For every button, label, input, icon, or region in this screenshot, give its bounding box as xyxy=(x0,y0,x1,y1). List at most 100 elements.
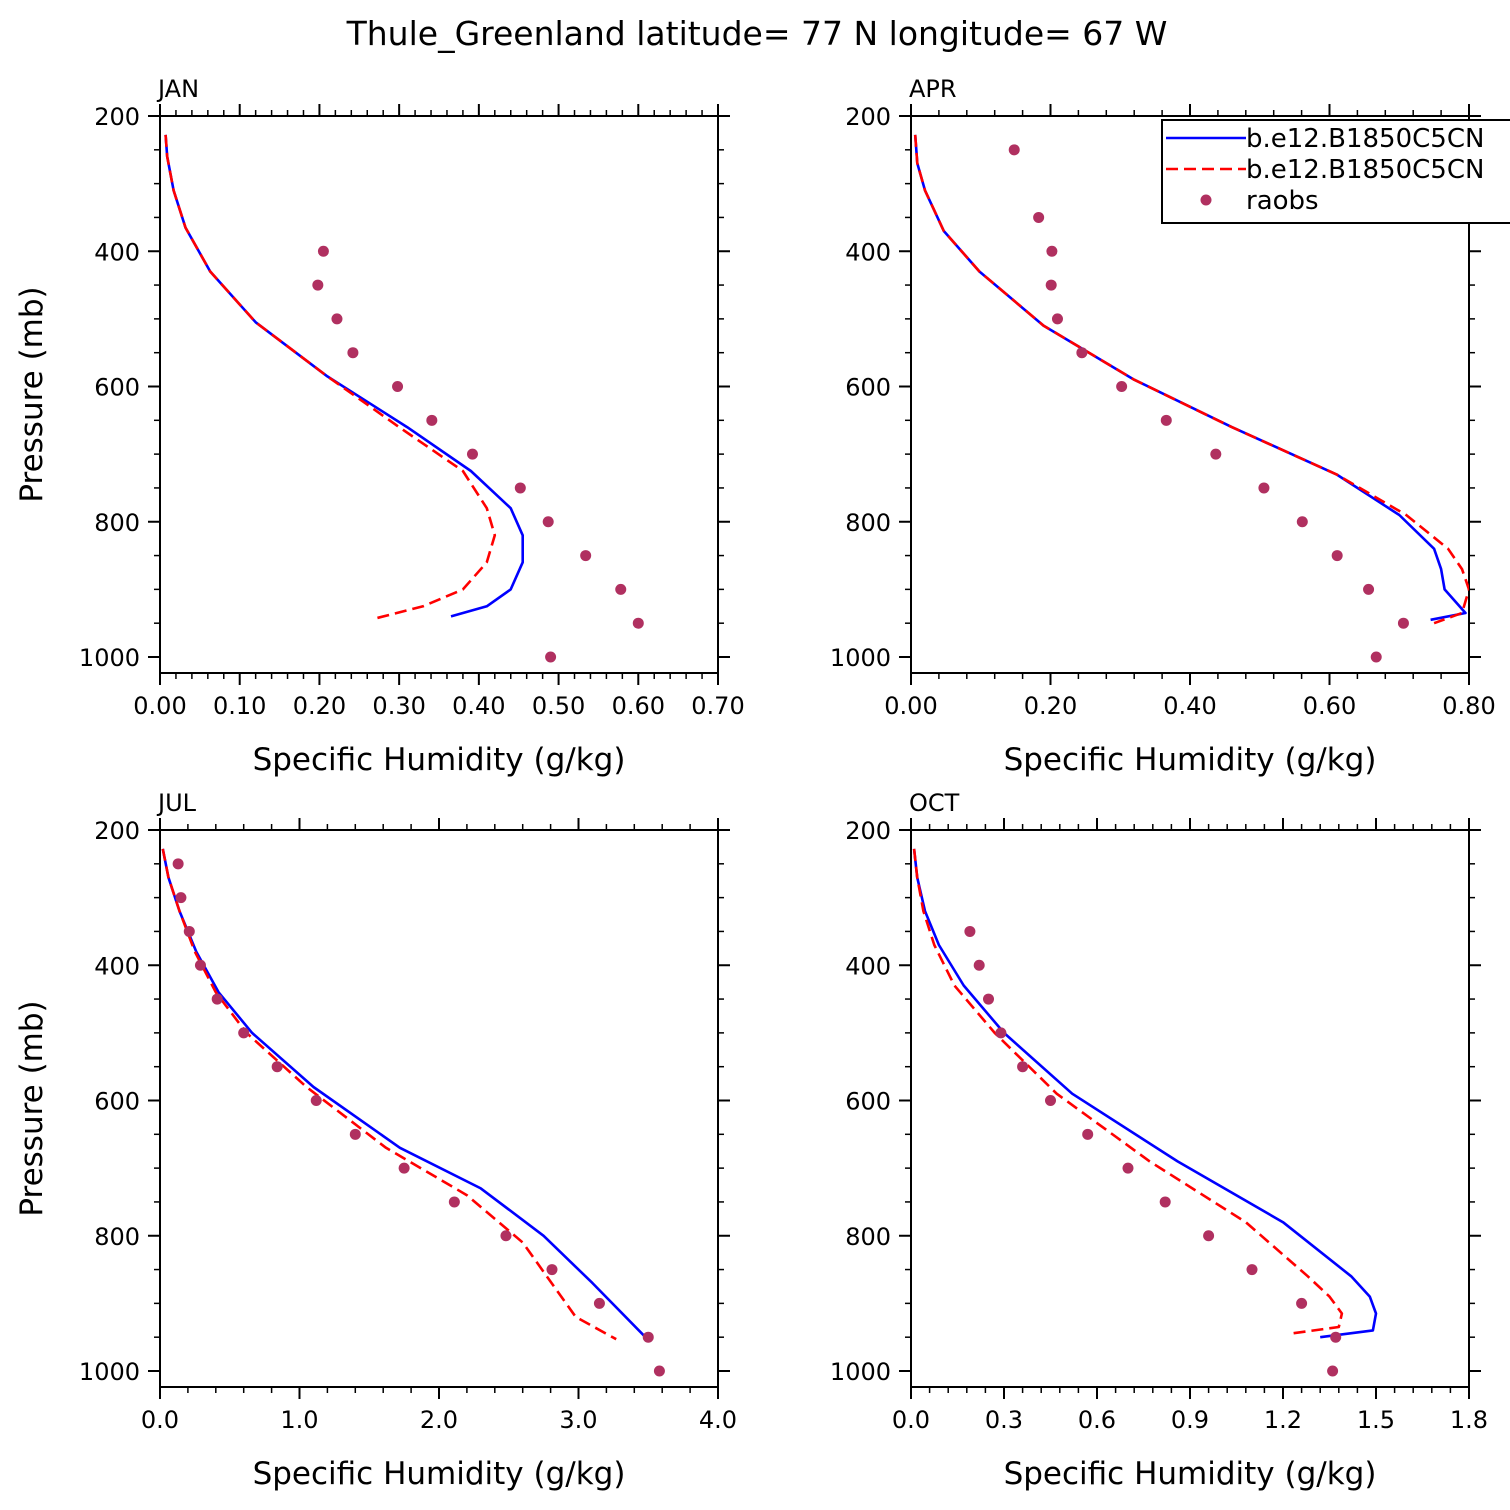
y-tick-label: 800 xyxy=(94,1223,140,1251)
legend-label: raobs xyxy=(1246,186,1319,216)
raobs-point xyxy=(1076,347,1088,359)
raobs-point xyxy=(466,448,478,460)
raobs-point xyxy=(1046,245,1058,257)
y-tick-label: 400 xyxy=(94,952,140,980)
x-tick-label: 0.20 xyxy=(293,692,346,720)
x-tick-label: 0.60 xyxy=(612,692,665,720)
panel-label: JUL xyxy=(156,789,197,817)
raobs-point xyxy=(545,651,557,663)
x-tick-label: 4.0 xyxy=(699,1406,737,1434)
x-tick-label: 0.00 xyxy=(884,692,937,720)
plot-frame xyxy=(159,829,719,1388)
y-tick-label: 200 xyxy=(94,103,140,131)
x-tick-label: 0.50 xyxy=(532,692,585,720)
y-tick-label: 800 xyxy=(845,1223,891,1251)
raobs-point xyxy=(194,959,206,971)
panel-apr: APR 0.00 0.20 0.40 0.60 0.80 200 400 600 800 1000 S… xyxy=(830,75,1496,778)
raobs-point xyxy=(1296,1297,1308,1309)
x-tick-label: 0.6 xyxy=(1078,1406,1116,1434)
figure-title: Thule_Greenland latitude= 77 N longitude… xyxy=(346,14,1168,53)
x-tick-label: 0.9 xyxy=(1171,1406,1209,1434)
x-tick-label: 0.0 xyxy=(892,1406,930,1434)
model-solid-line xyxy=(912,848,1378,1339)
raobs-point xyxy=(1008,144,1020,156)
data-area xyxy=(913,134,1469,663)
y-tick-label: 1000 xyxy=(79,644,140,672)
model-solid-line xyxy=(161,848,647,1339)
model-dashed-line xyxy=(913,134,1469,625)
raobs-point xyxy=(500,1230,512,1242)
raobs-point xyxy=(546,1264,558,1276)
raobs-point xyxy=(632,617,644,629)
x-tick-label: 0.20 xyxy=(1024,692,1077,720)
y-tick-label: 1000 xyxy=(830,1358,891,1386)
x-tick-label: 2.0 xyxy=(420,1406,458,1434)
raobs-point xyxy=(398,1162,410,1174)
y-tick-label: 200 xyxy=(94,817,140,845)
raobs-point xyxy=(1363,583,1375,595)
model-dashed-line xyxy=(161,848,617,1341)
x-tick-label: 0.00 xyxy=(133,692,186,720)
raobs-point xyxy=(1327,1365,1339,1377)
panel-jan: JAN 0.00 0.10 0.20 0.30 0.40 0.50 0.60 0.70 200 40… xyxy=(14,75,745,778)
raobs-point xyxy=(1296,516,1308,528)
x-tick-label: 3.0 xyxy=(559,1406,597,1434)
panel-label: OCT xyxy=(909,789,960,817)
x-axis-title: Specific Humidity (g/kg) xyxy=(1004,1456,1377,1492)
panel-label: APR xyxy=(909,75,957,103)
raobs-point xyxy=(1017,1061,1029,1073)
x-tick-label: 0.80 xyxy=(1442,692,1495,720)
y-tick-label: 400 xyxy=(845,952,891,980)
raobs-point xyxy=(1330,1331,1342,1343)
y-tick-label: 200 xyxy=(845,817,891,845)
x-tick-label: 1.2 xyxy=(1264,1406,1302,1434)
x-tick-label: 0.10 xyxy=(213,692,266,720)
raobs-point xyxy=(172,858,184,870)
raobs-point xyxy=(542,516,554,528)
y-tick-label: 800 xyxy=(845,509,891,537)
raobs-point xyxy=(1051,313,1063,325)
raobs-point xyxy=(317,245,329,257)
x-tick-label: 0.3 xyxy=(985,1406,1023,1434)
y-tick-label: 200 xyxy=(845,103,891,131)
x-tick-label: 0.40 xyxy=(452,692,505,720)
raobs-point xyxy=(349,1128,361,1140)
model-solid-line xyxy=(164,134,525,618)
raobs-point xyxy=(593,1297,605,1309)
raobs-point xyxy=(271,1061,283,1073)
legend-label: b.e12.B1850C5CN xyxy=(1246,124,1484,154)
y-tick-label: 600 xyxy=(94,374,140,402)
raobs-point xyxy=(175,892,187,904)
raobs-point xyxy=(642,1331,654,1343)
y-tick-label: 600 xyxy=(845,1088,891,1116)
y-tick-label: 600 xyxy=(94,1088,140,1116)
plot-frame xyxy=(910,829,1470,1388)
raobs-point xyxy=(1082,1128,1094,1140)
raobs-point xyxy=(1045,279,1057,291)
raobs-point xyxy=(211,993,223,1005)
raobs-point xyxy=(1160,414,1172,426)
raobs-point xyxy=(1258,482,1270,494)
y-tick-label: 400 xyxy=(845,238,891,266)
x-axis-title: Specific Humidity (g/kg) xyxy=(253,1456,626,1492)
raobs-point xyxy=(1210,448,1222,460)
x-axis-title: Specific Humidity (g/kg) xyxy=(253,742,626,778)
data-area xyxy=(161,848,665,1377)
panel-oct: OCT 0.0 0.3 0.6 0.9 1.2 1.5 1.8 200 400 600 800 1000… xyxy=(830,789,1488,1492)
panel-jul: JUL 0.0 1.0 2.0 3.0 4.0 200 400 600 800 1000 Specif… xyxy=(14,789,737,1492)
y-tick-label: 1000 xyxy=(79,1358,140,1386)
legend-dot-marker xyxy=(1200,194,1212,206)
raobs-point xyxy=(1370,651,1382,663)
plot-frame xyxy=(159,115,719,674)
panel-label: JAN xyxy=(156,75,199,103)
raobs-point xyxy=(1203,1230,1215,1242)
raobs-point xyxy=(514,482,526,494)
raobs-point xyxy=(983,993,994,1005)
x-tick-label: 0.0 xyxy=(141,1406,179,1434)
raobs-point xyxy=(615,583,627,595)
raobs-point xyxy=(1122,1162,1134,1174)
raobs-point xyxy=(653,1365,665,1377)
raobs-point xyxy=(1159,1196,1171,1208)
x-tick-label: 0.70 xyxy=(691,692,744,720)
